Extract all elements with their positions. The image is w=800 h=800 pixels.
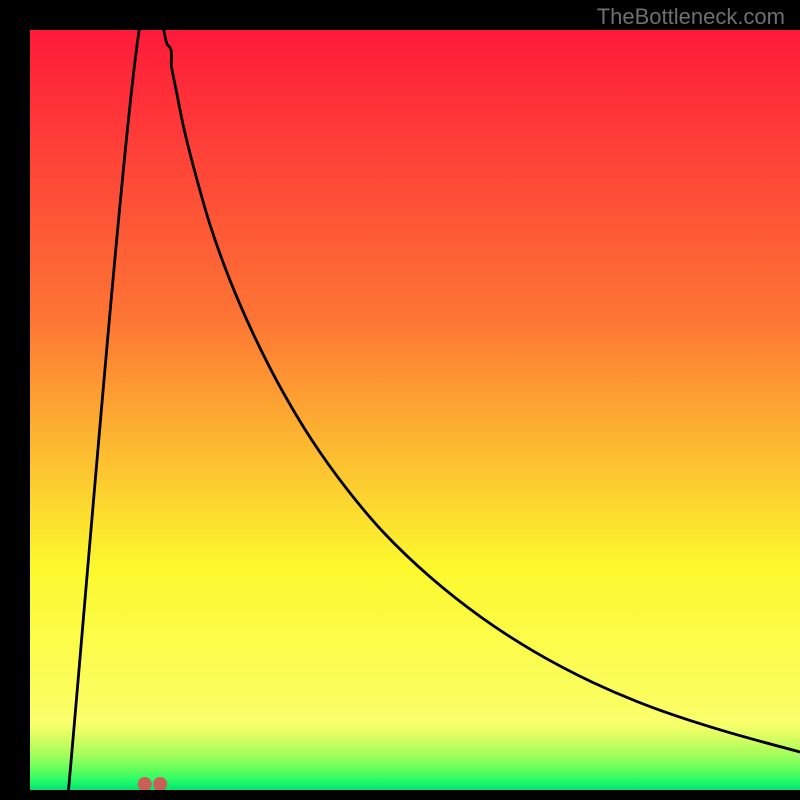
credit-link[interactable]: TheBottleneck.com	[597, 4, 785, 30]
plot-background-gradient	[30, 30, 800, 790]
chart-container: { "image_size": { "width": 800, "height"…	[0, 0, 800, 800]
plot-area	[30, 30, 800, 790]
